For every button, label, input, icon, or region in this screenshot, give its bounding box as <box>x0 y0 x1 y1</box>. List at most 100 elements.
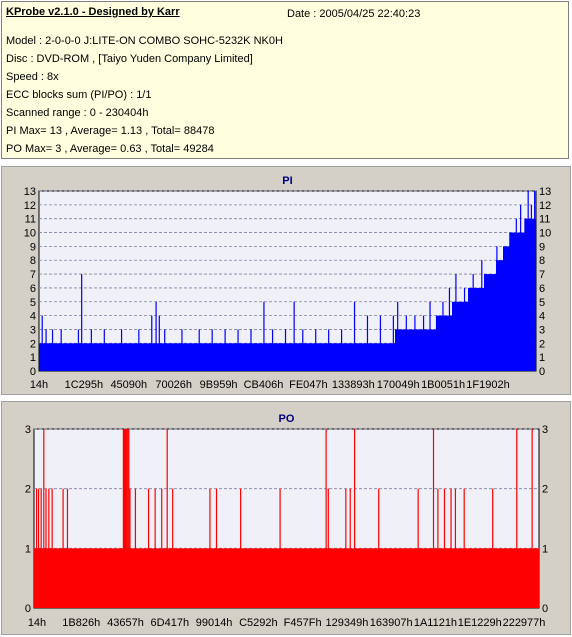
pi-y-tick-left: 11 <box>25 214 36 226</box>
pi-bar <box>510 232 512 371</box>
pi-bar <box>209 343 211 371</box>
pi-bar <box>346 343 348 371</box>
pi-bar <box>378 343 380 371</box>
pi-bar <box>161 343 163 371</box>
po-bar <box>432 548 434 608</box>
pi-y-tick-right: 7 <box>539 269 545 281</box>
pi-bar <box>216 343 218 371</box>
pi-bar <box>382 343 384 371</box>
po-bar <box>263 548 265 608</box>
pi-bar <box>433 329 435 371</box>
po-bar <box>373 548 375 608</box>
pi-bar <box>300 343 302 371</box>
po-bar <box>73 548 75 608</box>
po-spike-bar <box>215 488 218 608</box>
pi-bar <box>334 343 336 371</box>
ecc-line: ECC blocks sum (PI/PO) : 1/1 <box>6 89 152 101</box>
pi-bar <box>59 343 61 371</box>
po-bar <box>79 548 81 608</box>
po-bar <box>487 548 489 608</box>
po-bar <box>384 548 386 608</box>
po-bar <box>284 548 286 608</box>
po-bar <box>96 548 98 608</box>
pi-bar <box>221 343 223 371</box>
po-bar <box>415 548 417 608</box>
po-bar <box>205 548 207 608</box>
pi-bar <box>126 343 128 371</box>
po-bar <box>502 548 504 608</box>
po-bar <box>179 548 181 608</box>
pi-bar <box>377 343 379 371</box>
pi-bar <box>465 301 467 371</box>
po-bar <box>479 548 481 608</box>
po-bar <box>482 548 484 608</box>
po-bar <box>360 548 362 608</box>
po-bar <box>64 548 66 608</box>
pi-bar <box>307 343 309 371</box>
pi-bar <box>463 301 465 371</box>
pi-bar <box>476 287 478 371</box>
pi-bar <box>427 329 429 371</box>
pi-bar <box>203 343 205 371</box>
pi-bar <box>165 343 167 371</box>
pi-spike-bar <box>60 329 62 371</box>
po-bar <box>206 548 208 608</box>
po-bar <box>119 548 121 608</box>
pi-bar <box>347 343 349 371</box>
po-bar <box>507 548 509 608</box>
po-bar <box>47 548 49 608</box>
po-bar <box>250 548 252 608</box>
po-bar <box>230 548 232 608</box>
pi-bar <box>318 343 320 371</box>
pi-bar <box>140 343 142 371</box>
pi-spike-bar <box>81 274 83 371</box>
pi-x-tick-label: 70026h <box>155 379 192 391</box>
po-bar <box>305 548 307 608</box>
pi-bar <box>331 343 333 371</box>
po-bar <box>260 548 262 608</box>
pi-y-tick-left: 3 <box>30 324 36 336</box>
po-bar <box>56 548 58 608</box>
pi-bar <box>262 343 264 371</box>
pi-bar <box>513 232 515 371</box>
pi-bar <box>172 343 174 371</box>
po-bar <box>169 548 171 608</box>
po-bar <box>509 548 511 608</box>
po-bar <box>314 548 316 608</box>
po-bar <box>514 548 516 608</box>
po-bar <box>131 548 133 608</box>
po-bar <box>452 548 454 608</box>
po-bar <box>80 548 82 608</box>
pi-bar <box>242 343 244 371</box>
pi-bar <box>492 274 494 371</box>
pi-bar <box>451 315 453 371</box>
pi-bar <box>494 274 496 371</box>
po-bar <box>393 548 395 608</box>
pi-bar <box>468 287 470 371</box>
pi-bar <box>190 343 192 371</box>
po-bar <box>401 548 403 608</box>
po-spike-bar <box>417 488 419 608</box>
pi-bar <box>402 329 404 371</box>
pi-bar <box>530 218 532 371</box>
pi-bar <box>283 343 285 371</box>
po-bar <box>431 548 433 608</box>
po-bar <box>93 548 95 608</box>
pi-bar <box>77 343 79 371</box>
po-bar <box>42 548 44 608</box>
po-bar <box>162 548 164 608</box>
po-spike-bar <box>432 429 435 608</box>
pi-bar <box>434 329 436 371</box>
po-bar <box>318 548 320 608</box>
pi-bar <box>351 343 353 371</box>
pi-spike-bar <box>353 301 356 371</box>
po-bar <box>430 548 432 608</box>
po-bar <box>152 548 154 608</box>
po-bar <box>132 548 134 608</box>
pi-bar <box>417 329 419 371</box>
po-bar <box>267 548 269 608</box>
pi-bar <box>323 343 325 371</box>
pi-bar <box>211 343 213 371</box>
po-bar <box>232 548 234 608</box>
po-bar <box>410 548 412 608</box>
